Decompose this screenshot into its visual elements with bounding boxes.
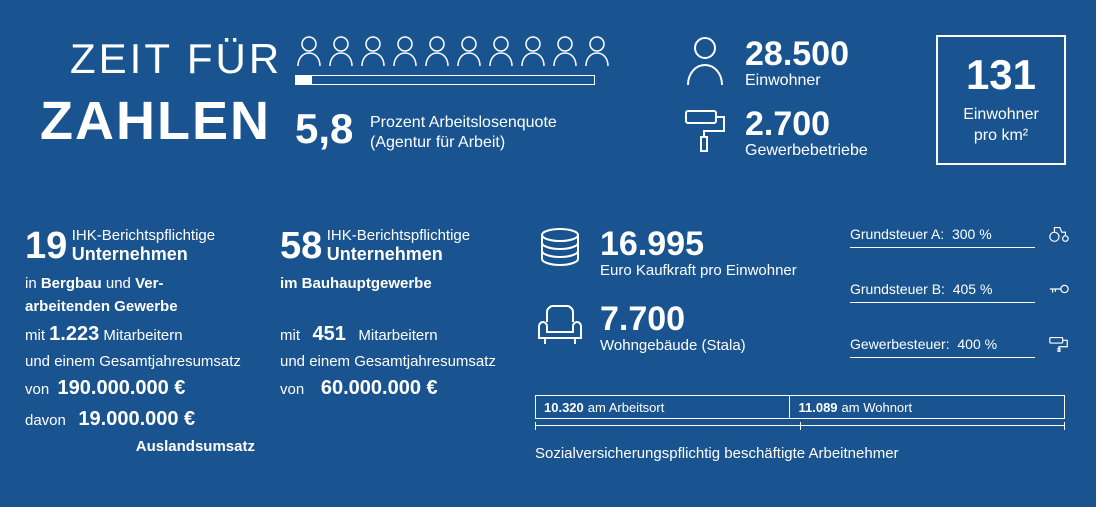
person-outline-icon bbox=[455, 35, 483, 67]
person-outline-icon bbox=[519, 35, 547, 67]
person-outline-icon bbox=[583, 35, 611, 67]
residential-value: 7.700 bbox=[600, 300, 685, 339]
unemployment-bar-fill bbox=[295, 75, 312, 85]
company-b-count: 58 bbox=[280, 225, 322, 268]
insured-workers-bar: 10.320 am Arbeitsort 11.089 am Wohnort bbox=[535, 395, 1065, 419]
person-outline-icon bbox=[391, 35, 419, 67]
insured-seg-residence: 11.089 am Wohnort bbox=[790, 396, 1064, 418]
tractor-icon bbox=[1048, 225, 1070, 243]
population-label: Einwohner bbox=[745, 72, 821, 90]
tax-gewerbesteuer: Gewerbesteuer: 400 % bbox=[850, 335, 1070, 358]
tax-grundsteuer-a: Grundsteuer A: 300 % bbox=[850, 225, 1070, 248]
density-label-l1: Einwohner bbox=[938, 105, 1064, 126]
paint-roller-icon bbox=[680, 105, 730, 160]
residential-label: Wohngebäude (Stala) bbox=[600, 337, 746, 354]
person-outline-icon bbox=[487, 35, 515, 67]
population-value: 28.500 bbox=[745, 35, 849, 74]
title-line-2: ZAHLEN bbox=[40, 90, 271, 152]
company-block-mining: 19 IHK-Berichtspflichtige Unternehmen in… bbox=[25, 225, 255, 458]
person-outline-icon bbox=[295, 35, 323, 67]
density-label: Einwohner pro km² bbox=[938, 105, 1064, 147]
unemployment-value: 5,8 bbox=[295, 105, 353, 153]
company-a-head: IHK-Berichtspflichtige Unternehmen bbox=[72, 227, 215, 265]
person-outline-icon bbox=[327, 35, 355, 67]
unemployment-label-l2: (Agentur für Arbeit) bbox=[370, 133, 557, 153]
density-box: 131 Einwohner pro km² bbox=[936, 35, 1066, 165]
tax-grundsteuer-b: Grundsteuer B: 405 % bbox=[850, 280, 1070, 303]
company-b-head: IHK-Berichtspflichtige Unternehmen bbox=[327, 227, 470, 265]
unemployment-label: Prozent Arbeitslosenquote (Agentur für A… bbox=[370, 113, 557, 153]
company-block-construction: 58 IHK-Berichtspflichtige Unternehmen im… bbox=[280, 225, 510, 404]
purchasing-power-value: 16.995 bbox=[600, 225, 704, 264]
businesses-label: Gewerbebetriebe bbox=[745, 142, 868, 160]
people-icon-row bbox=[295, 35, 611, 67]
tax-underline bbox=[850, 247, 1035, 248]
density-label-l2: pro km² bbox=[938, 126, 1064, 147]
tax-underline bbox=[850, 357, 1035, 358]
company-a-count: 19 bbox=[25, 225, 67, 268]
armchair-icon bbox=[535, 300, 585, 355]
roller-icon bbox=[1048, 335, 1070, 353]
person-outline-icon bbox=[551, 35, 579, 67]
person-outline-icon bbox=[359, 35, 387, 67]
unemployment-label-l1: Prozent Arbeitslosenquote bbox=[370, 113, 557, 133]
title-line-1: ZEIT FÜR bbox=[70, 35, 282, 83]
scale-line bbox=[535, 425, 1065, 426]
person-icon bbox=[680, 35, 730, 95]
purchasing-power-label: Euro Kaufkraft pro Einwohner bbox=[600, 262, 797, 279]
company-b-body: im Bauhauptgewerbe mit 451 Mitarbeitern … bbox=[280, 272, 510, 404]
key-icon bbox=[1048, 280, 1070, 298]
insured-seg-workplace: 10.320 am Arbeitsort bbox=[536, 396, 790, 418]
person-outline-icon bbox=[423, 35, 451, 67]
coins-icon bbox=[535, 225, 585, 285]
tax-underline bbox=[850, 302, 1035, 303]
unemployment-bar-track bbox=[295, 75, 595, 85]
insured-workers-caption: Sozialversicherungspflichtig beschäftigt… bbox=[535, 445, 899, 462]
businesses-value: 2.700 bbox=[745, 105, 830, 144]
density-value: 131 bbox=[938, 51, 1064, 99]
company-a-body: in Bergbau und Ver- arbeitenden Gewerbe … bbox=[25, 272, 255, 458]
